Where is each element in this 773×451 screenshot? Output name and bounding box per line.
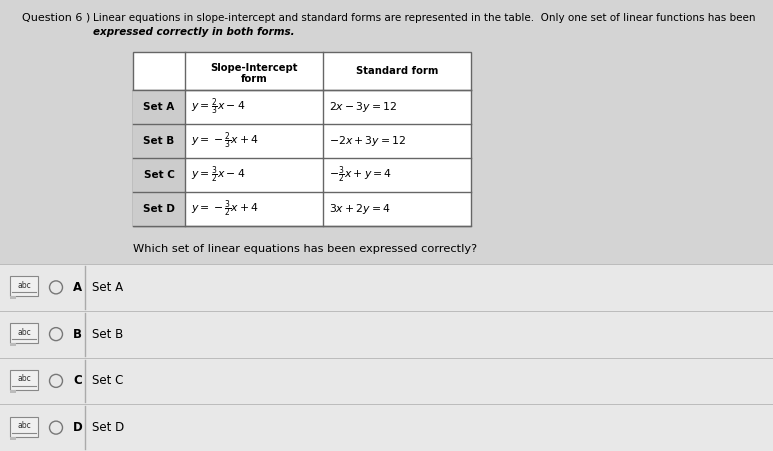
Text: Set D: Set D bbox=[92, 421, 124, 434]
Bar bbox=[133, 90, 185, 124]
Text: Set C: Set C bbox=[92, 374, 124, 387]
Text: A: A bbox=[73, 281, 82, 294]
Bar bbox=[133, 192, 185, 226]
Text: $2x - 3y = 12$: $2x - 3y = 12$ bbox=[329, 100, 397, 114]
Text: $-2x + 3y = 12$: $-2x + 3y = 12$ bbox=[329, 134, 407, 148]
Text: form: form bbox=[240, 74, 267, 84]
Text: Which set of linear equations has been expressed correctly?: Which set of linear equations has been e… bbox=[133, 244, 477, 254]
Bar bbox=[10, 390, 16, 393]
Text: Set A: Set A bbox=[92, 281, 123, 294]
Bar bbox=[10, 296, 16, 299]
Bar bbox=[0, 358, 773, 404]
Text: $y = \frac{3}{2}x - 4$: $y = \frac{3}{2}x - 4$ bbox=[191, 164, 245, 186]
Text: B: B bbox=[73, 327, 82, 341]
Text: $3x + 2y = 4$: $3x + 2y = 4$ bbox=[329, 202, 390, 216]
Bar bbox=[10, 417, 38, 437]
Text: Slope-Intercept: Slope-Intercept bbox=[210, 63, 298, 73]
Text: $y = \frac{2}{3}x - 4$: $y = \frac{2}{3}x - 4$ bbox=[191, 97, 245, 118]
Text: abc: abc bbox=[17, 281, 31, 290]
Text: Set C: Set C bbox=[144, 170, 175, 180]
Bar bbox=[0, 264, 773, 311]
Text: Standard form: Standard form bbox=[356, 66, 438, 76]
Text: Linear equations in slope-intercept and standard forms are represented in the ta: Linear equations in slope-intercept and … bbox=[93, 13, 755, 23]
Text: abc: abc bbox=[17, 421, 31, 430]
Text: $y = -\frac{3}{2}x + 4$: $y = -\frac{3}{2}x + 4$ bbox=[191, 198, 259, 220]
Bar bbox=[0, 311, 773, 358]
Bar bbox=[10, 437, 16, 440]
Bar bbox=[133, 52, 471, 226]
Bar bbox=[10, 323, 38, 343]
Text: expressed correctly in both forms.: expressed correctly in both forms. bbox=[93, 27, 295, 37]
Bar bbox=[10, 370, 38, 390]
Text: Set A: Set A bbox=[143, 102, 175, 112]
Text: abc: abc bbox=[17, 374, 31, 383]
Bar bbox=[0, 404, 773, 451]
Text: $y = -\frac{2}{3}x + 4$: $y = -\frac{2}{3}x + 4$ bbox=[191, 130, 259, 152]
Text: C: C bbox=[73, 374, 82, 387]
Text: abc: abc bbox=[17, 327, 31, 336]
Text: Set B: Set B bbox=[92, 327, 123, 341]
Bar bbox=[133, 158, 185, 192]
Bar bbox=[10, 276, 38, 296]
Text: Set B: Set B bbox=[143, 136, 175, 146]
Text: Set D: Set D bbox=[143, 204, 175, 214]
Text: Question 6 ): Question 6 ) bbox=[22, 13, 90, 23]
Text: $-\frac{3}{2}x + y = 4$: $-\frac{3}{2}x + y = 4$ bbox=[329, 164, 392, 186]
Bar bbox=[10, 343, 16, 346]
Bar bbox=[133, 124, 185, 158]
Text: D: D bbox=[73, 421, 83, 434]
